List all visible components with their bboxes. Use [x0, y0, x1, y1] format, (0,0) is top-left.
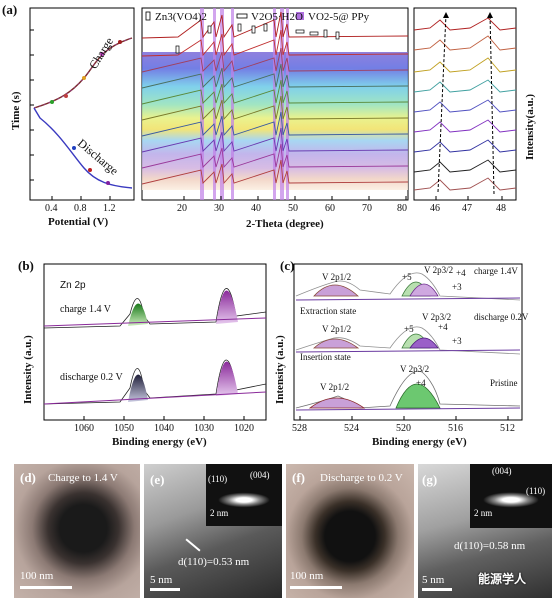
zoom-tick-48: 48 [496, 203, 506, 214]
panel-d-tem-image: (d) Charge to 1.4 V 100 nm [14, 464, 140, 598]
intensity-axis-label-c: Intensity (a.u.) [274, 335, 286, 404]
potential-axis-label: Potential (V) [48, 216, 109, 228]
xrd-tick-70: 70 [362, 203, 372, 214]
c-top-peak2: V 2p3/2 [424, 265, 454, 275]
c-mid-state: discharge 0.2V [474, 312, 529, 322]
c-top-sub: Extraction state [300, 306, 357, 316]
time-axis-label: Time (s) [10, 91, 22, 130]
legend-vo2-ppy: VO2-5@ PPy [308, 11, 370, 23]
zn2p-element-label: Zn 2p [60, 280, 86, 291]
zn2p-xps-plot [43, 263, 267, 421]
intensity-axis-label-a: Intensity(a.u.) [524, 93, 536, 160]
panel-e-saed-inset: (110) (004) 2 nm [206, 464, 282, 526]
potential-tick-1: 0.4 [45, 203, 58, 214]
cycle-markers [50, 40, 122, 185]
panel-g-label: (g) [422, 472, 438, 487]
c-top-plus5: +5 [402, 272, 412, 282]
v2p-xps-plot [293, 263, 523, 421]
xrd-tick-20: 20 [177, 203, 187, 214]
zoom-tick-46: 46 [430, 203, 440, 214]
panel-d-label: (d) [20, 470, 36, 485]
two-theta-axis-label: 2-Theta (degree) [246, 218, 324, 230]
panel-e-pointer [185, 538, 201, 552]
c-tick-516: 516 [448, 423, 463, 434]
c-top-plus3: +3 [452, 282, 462, 292]
panel-e-spot-004: (004) [250, 470, 270, 480]
xrd-patterns [141, 11, 409, 185]
zn2p-curve-charge: charge 1.4 V [60, 304, 112, 315]
c-bot-state: Pristine [490, 378, 518, 388]
b-tick-1040: 1040 [154, 423, 174, 434]
c-bot-peak2: V 2p3/2 [400, 364, 430, 374]
panel-g-spacing: d(110)=0.58 nm [454, 540, 526, 552]
potential-tick-3: 1.2 [103, 203, 116, 214]
panel-b-label: (b) [18, 258, 34, 273]
c-tick-520: 520 [396, 423, 411, 434]
c-bot-peak1: V 2p1/2 [320, 382, 350, 392]
xrd-tick-80: 80 [397, 203, 407, 214]
c-binding-energy-label: Binding energy (eV) [372, 436, 467, 448]
b-tick-1060: 1060 [74, 423, 94, 434]
panel-e-spot-110: (110) [208, 474, 228, 484]
panel-f-scale-text: 100 nm [290, 570, 324, 582]
c-tick-512: 512 [500, 423, 515, 434]
c-mid-plus5: +5 [404, 324, 414, 334]
c-mid-sub: Insertion state [300, 352, 351, 362]
xrd-tick-60: 60 [325, 203, 335, 214]
c-mid-plus4: +4 [438, 322, 448, 332]
panel-f-scale-bar [290, 586, 342, 589]
panel-f-tem-image: (f) Discharge to 0.2 V 100 nm [286, 464, 414, 598]
panel-e-scale-bar [150, 588, 180, 591]
panel-g-saed-inset: (004) (110) 2 nm [470, 464, 552, 528]
charge-discharge-plot [29, 7, 135, 201]
potential-tick-2: 0.8 [74, 203, 87, 214]
xrd-tick-40: 40 [251, 203, 261, 214]
panel-g-spot-110: (110) [526, 486, 546, 496]
panel-f-caption: Discharge to 0.2 V [320, 472, 403, 484]
legend-v2o5: V2O5·H2O [251, 11, 303, 23]
panel-e-hrtem-image: (e) (110) (004) 2 nm d(110)=0.53 nm 5 nm [144, 464, 282, 598]
panel-e-spacing: d(110)=0.53 nm [178, 556, 250, 568]
panel-g-inset-scale: 2 nm [474, 508, 493, 518]
panel-d-scale-text: 100 nm [20, 570, 54, 582]
b-tick-1050: 1050 [114, 423, 134, 434]
panel-e-scale-text: 5 nm [150, 574, 173, 586]
panel-g-scale-text: 5 nm [422, 574, 445, 586]
c-top-plus4: +4 [456, 268, 466, 278]
c-top-state: charge 1.4V [474, 266, 518, 276]
c-mid-peak1: V 2p1/2 [322, 324, 352, 334]
c-tick-528: 528 [292, 423, 307, 434]
xrd-zoom-plot [413, 7, 517, 201]
panel-g-hrtem-image: (g) (004) (110) 2 nm d(110)=0.58 nm 5 nm… [418, 464, 552, 598]
zoom-tick-47: 47 [462, 203, 472, 214]
c-top-peak1: V 2p1/2 [322, 272, 352, 282]
b-binding-energy-label: Binding energy (eV) [112, 436, 207, 448]
c-tick-524: 524 [344, 423, 359, 434]
intensity-axis-label-b: Intensity (a.u.) [22, 335, 34, 404]
xrd-tick-50: 50 [288, 203, 298, 214]
panel-g-spot-004: (004) [492, 466, 512, 476]
c-bot-plus4: +4 [416, 378, 426, 388]
c-mid-peak2: V 2p3/2 [422, 312, 452, 322]
panel-g-scale-bar [422, 588, 452, 591]
zn2p-curve-discharge: discharge 0.2 V [60, 372, 123, 383]
xrd-tick-30: 30 [214, 203, 224, 214]
panel-d-scale-bar [20, 586, 72, 589]
panel-a-label: (a) [2, 2, 18, 17]
b-tick-1020: 1020 [234, 423, 254, 434]
panel-e-label: (e) [150, 472, 165, 487]
panel-f-label: (f) [292, 470, 305, 485]
watermark: 能源学人 [478, 572, 527, 586]
xrd-waterfall-plot [141, 7, 409, 201]
panel-c-label: (c) [280, 258, 295, 273]
legend-zn3vo42: Zn3(VO4)2 [155, 11, 207, 23]
c-mid-plus3: +3 [452, 336, 462, 346]
b-tick-1030: 1030 [194, 423, 214, 434]
panel-d-caption: Charge to 1.4 V [48, 472, 118, 484]
panel-e-inset-scale: 2 nm [210, 508, 229, 518]
